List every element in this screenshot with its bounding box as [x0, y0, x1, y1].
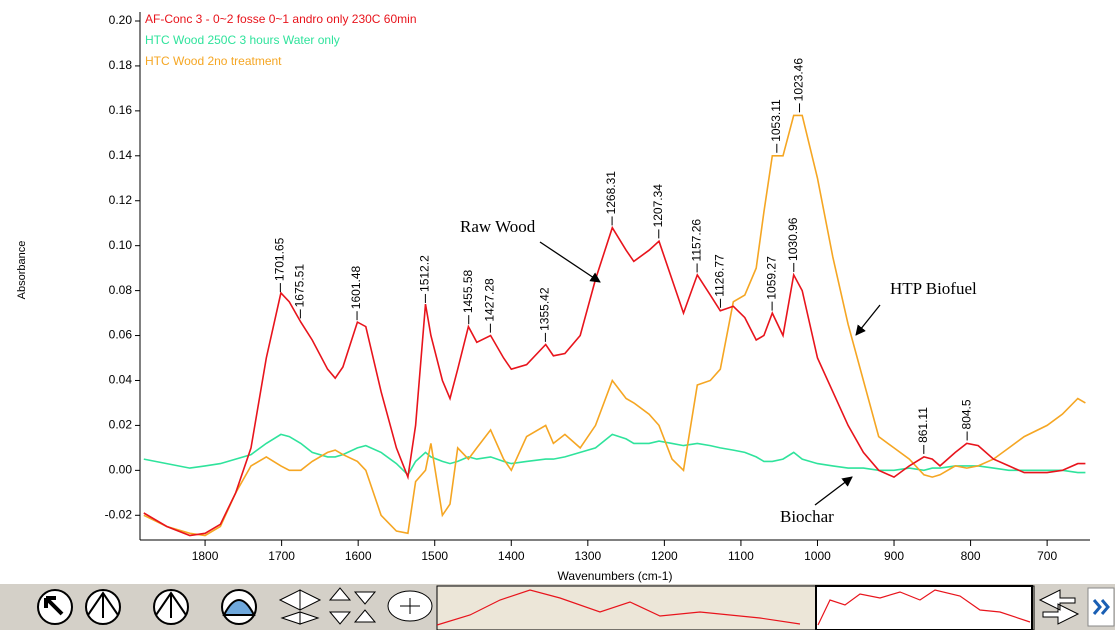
peak-label: 1355.42 [538, 287, 552, 331]
x-tick-label: 700 [1037, 549, 1057, 563]
peak-label: 1427.28 [483, 278, 497, 322]
tool-button[interactable] [153, 589, 189, 625]
tool-button[interactable] [278, 589, 322, 625]
peak-label: 1023.46 [792, 58, 806, 102]
annotation: Raw Wood [460, 217, 536, 236]
legend-entry: HTC Wood 2no treatment [145, 54, 282, 68]
peak-label: 1053.11 [769, 99, 783, 142]
x-axis-label: Wavenumbers (cm-1) [558, 569, 673, 583]
y-axis-label: Absorbance [16, 241, 28, 300]
annotation-arrow [814, 476, 853, 506]
more-button[interactable] [1087, 587, 1115, 627]
annotation-arrow [539, 241, 601, 283]
annotation: HTP Biofuel [890, 279, 977, 298]
x-tick-label: 1200 [651, 549, 678, 563]
y-tick-label: 0.08 [109, 283, 133, 297]
peak-label: 1268.31 [604, 171, 618, 215]
tool-button[interactable] [37, 589, 73, 625]
peak-label: 1701.65 [273, 237, 287, 281]
peak-label: 804.5 [959, 399, 973, 429]
legend-entry: AF-Conc 3 - 0~2 fosse 0~1 andro only 230… [145, 12, 417, 26]
x-tick-label: 1300 [574, 549, 601, 563]
spectrum-line [143, 225, 1086, 537]
y-tick-label: 0.00 [109, 463, 133, 477]
tool-button[interactable] [387, 590, 433, 622]
peak-label: 1455.58 [461, 269, 475, 313]
y-tick-label: 0.04 [109, 373, 133, 387]
peak-label: 1207.34 [651, 184, 665, 228]
annotation-arrow [855, 304, 881, 336]
x-tick-label: 1400 [498, 549, 525, 563]
y-tick-label: 0.10 [109, 238, 133, 252]
peak-label: 861.11 [916, 407, 930, 443]
tool-button[interactable] [1038, 589, 1080, 625]
y-tick-label: 0.06 [109, 328, 133, 342]
toolbar [0, 584, 1115, 630]
x-tick-label: 1100 [728, 549, 754, 563]
peak-label: 1126.77 [713, 254, 727, 297]
peak-label: 1157.26 [689, 219, 703, 262]
y-tick-label: 0.02 [109, 418, 133, 432]
legend-entry: HTC Wood 250C 3 hours Water only [145, 33, 340, 47]
x-tick-label: 900 [884, 549, 904, 563]
x-tick-label: 1500 [421, 549, 448, 563]
y-tick-label: -0.02 [105, 507, 133, 521]
peak-label: 1512.2 [418, 255, 432, 292]
peak-label: 1030.96 [786, 217, 800, 261]
y-tick-label: 0.16 [109, 103, 133, 117]
peak-label: 1601.48 [349, 265, 363, 309]
y-tick-label: 0.14 [109, 148, 133, 162]
overview-trace [436, 589, 1031, 626]
y-tick-label: 0.20 [109, 13, 133, 27]
x-tick-label: 1000 [804, 549, 831, 563]
tool-button[interactable] [85, 589, 121, 625]
x-tick-label: 800 [961, 549, 981, 563]
overview-window[interactable] [815, 585, 1033, 630]
x-tick-label: 1600 [345, 549, 372, 563]
tool-button[interactable] [328, 587, 377, 625]
y-tick-label: 0.12 [109, 193, 133, 207]
annotation: Biochar [780, 507, 834, 526]
x-tick-label: 1800 [192, 549, 219, 563]
y-tick-label: 0.18 [109, 58, 133, 72]
peak-label: 1059.27 [764, 256, 778, 300]
spectrum-line [143, 114, 1086, 537]
peak-label: 1675.51 [293, 264, 307, 308]
tool-button[interactable] [221, 589, 257, 625]
x-tick-label: 1700 [268, 549, 295, 563]
